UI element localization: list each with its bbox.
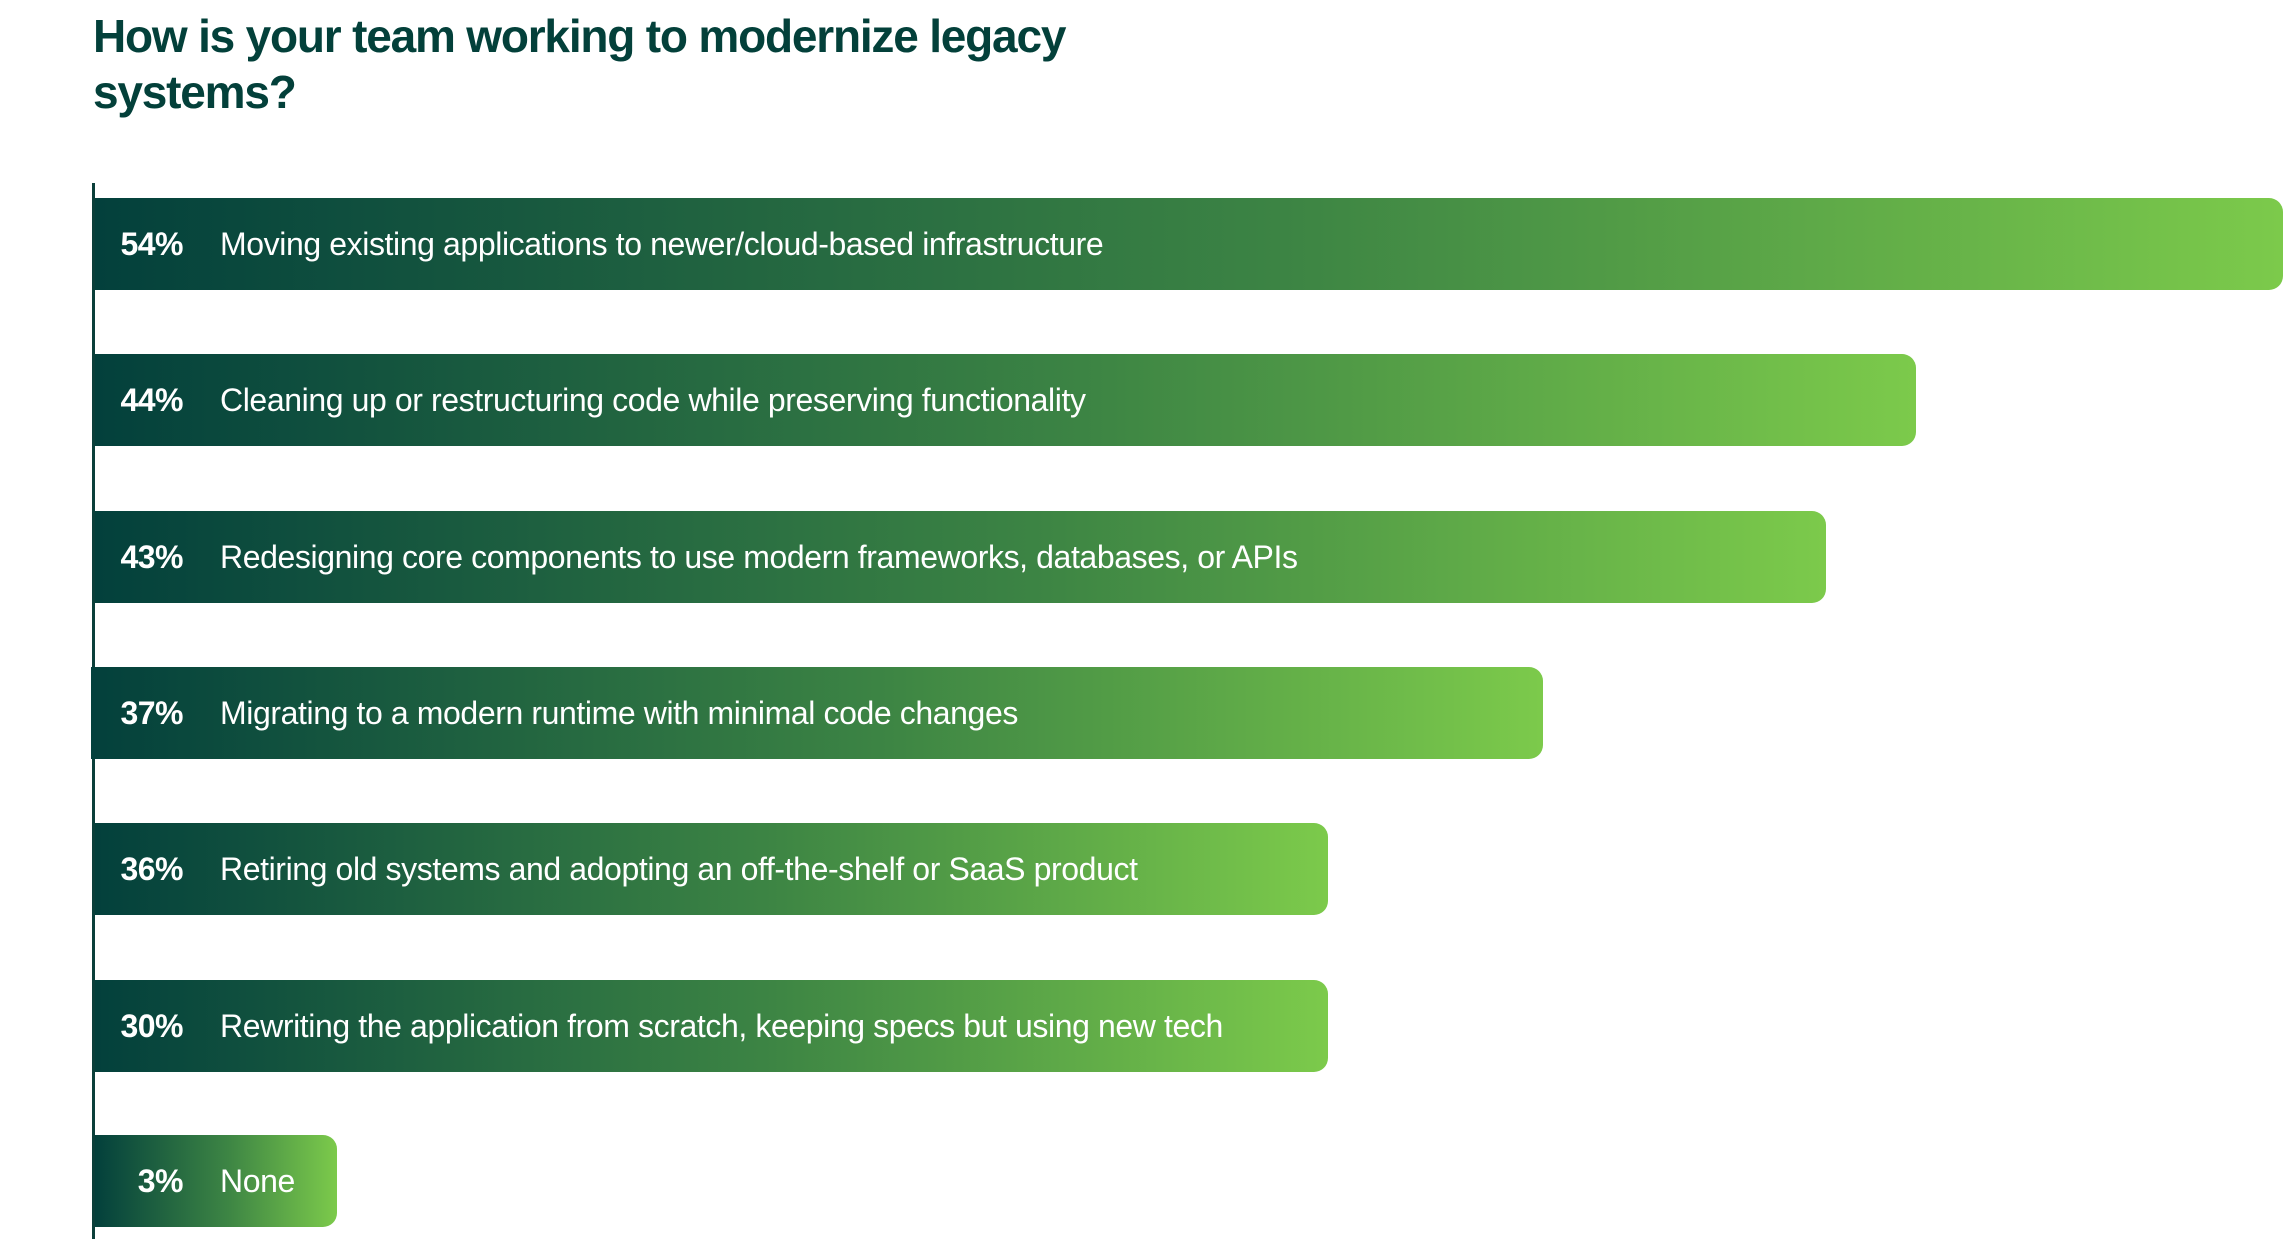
bar-label: Moving existing applications to newer/cl…	[220, 225, 1104, 262]
bar-label: Rewriting the application from scratch, …	[220, 1007, 1223, 1044]
bar-label: Cleaning up or restructuring code while …	[220, 381, 1086, 418]
bar-6: 3% None	[95, 1135, 337, 1227]
bar-label: None	[220, 1162, 295, 1199]
bar-percent: 3%	[137, 1162, 184, 1199]
bar-percent: 43%	[120, 538, 183, 575]
bar-2: 43% Redesigning core components to use m…	[95, 511, 1826, 603]
bar-4: 36% Retiring old systems and adopting an…	[95, 823, 1328, 915]
bar-label: Redesigning core components to use moder…	[220, 538, 1298, 575]
bar-0: 54% Moving existing applications to newe…	[95, 198, 2283, 290]
bar-percent: 54%	[120, 225, 183, 262]
bar-percent: 44%	[120, 381, 183, 418]
bar-3: 37% Migrating to a modern runtime with m…	[91, 667, 1543, 759]
bar-percent: 36%	[120, 850, 183, 887]
bar-label: Retiring old systems and adopting an off…	[220, 850, 1138, 887]
bar-1: 44% Cleaning up or restructuring code wh…	[95, 354, 1916, 446]
bar-5: 30% Rewriting the application from scrat…	[95, 980, 1328, 1072]
bar-percent: 37%	[120, 694, 183, 731]
chart-title: How is your team working to modernize le…	[93, 10, 1066, 118]
bar-percent: 30%	[120, 1007, 183, 1044]
bar-label: Migrating to a modern runtime with minim…	[220, 694, 1018, 731]
